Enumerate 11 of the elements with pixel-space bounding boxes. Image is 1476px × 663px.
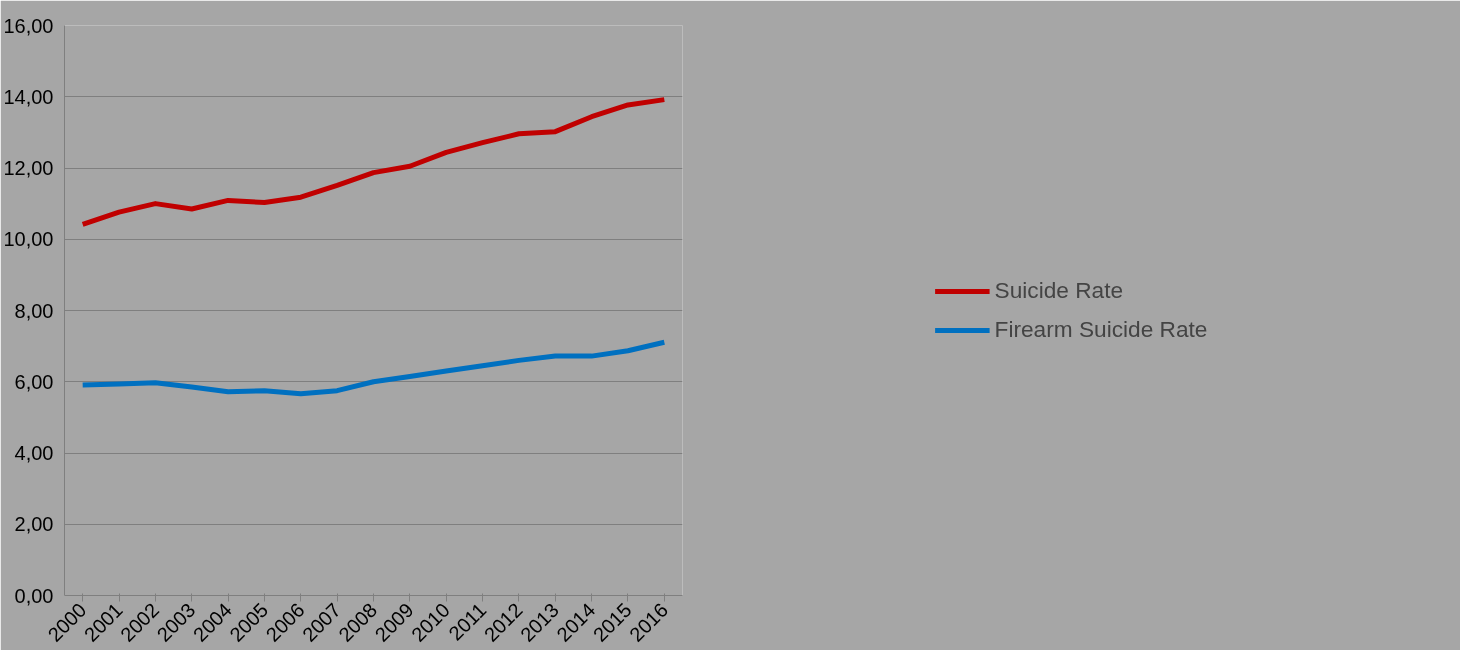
y-tick-label: 0,00 [14,584,54,607]
y-tick-label: 4,00 [14,442,54,464]
legend-label: Suicide Rate [994,277,1124,304]
y-tick-label: 12,00 [3,157,54,179]
y-tick-label: 10,00 [3,228,54,251]
y-tick-label: 16,00 [3,14,54,37]
y-tick-label: 6,00 [14,370,54,393]
y-tick-label: 8,00 [14,299,54,322]
y-tick-label: 2,00 [14,513,54,536]
legend-label: Firearm Suicide Rate [994,316,1208,343]
y-tick-label: 14,00 [3,85,54,108]
